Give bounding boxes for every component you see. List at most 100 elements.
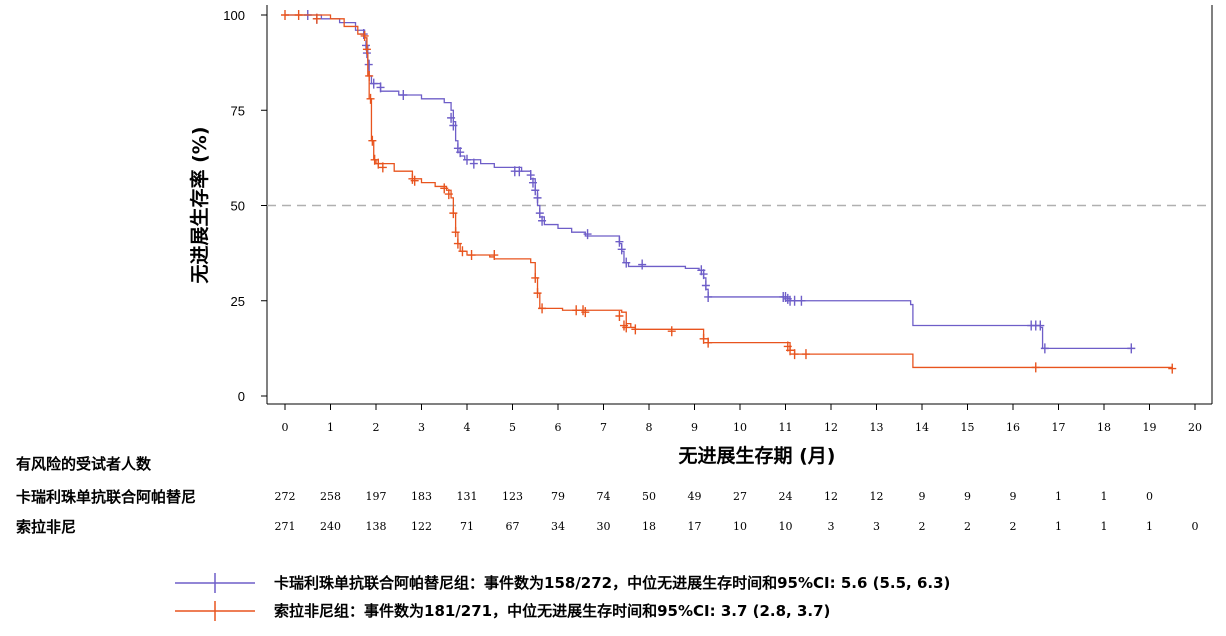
y-tick-label: 50 — [231, 199, 245, 214]
censor-mark — [638, 259, 647, 270]
x-tick-label: 7 — [600, 421, 607, 434]
risk-count: 2 — [1010, 520, 1017, 533]
x-tick-label: 2 — [373, 421, 380, 434]
legend-entry-camrelizumab: 卡瑞利珠单抗联合阿帕替尼组：事件数为158/272，中位无进展生存时间和95%C… — [274, 574, 950, 592]
censor-mark — [581, 307, 590, 318]
risk-count: 1 — [1055, 520, 1062, 533]
censor-mark — [631, 324, 640, 335]
x-tick-label: 16 — [1006, 421, 1020, 434]
x-tick-label: 3 — [418, 421, 425, 434]
risk-count: 49 — [688, 490, 702, 503]
x-tick-label: 15 — [961, 421, 975, 434]
risk-count: 2 — [919, 520, 926, 533]
series-layer — [281, 10, 1177, 374]
censor-mark — [622, 322, 631, 333]
censor-mark — [699, 269, 708, 280]
risk-count: 3 — [873, 520, 880, 533]
risk-count: 1 — [1101, 520, 1108, 533]
censor-mark — [368, 135, 377, 146]
x-tick-label: 4 — [464, 421, 471, 434]
risk-count: 1 — [1055, 490, 1062, 503]
risk-count: 3 — [828, 520, 835, 533]
risk-table: 有风险的受试者人数 卡瑞利珠单抗联合阿帕替尼 索拉非尼 272 258 197 183… — [16, 455, 1199, 536]
risk-count: 258 — [320, 490, 341, 503]
risk-count: 197 — [366, 490, 387, 503]
risk-count: 71 — [460, 520, 474, 533]
risk-count: 138 — [366, 520, 387, 533]
censor-mark — [1127, 343, 1136, 354]
censor-mark — [376, 82, 385, 93]
x-axis: 0 1 2 3 4 5 6 7 8 9 10 11 12 13 14 15 16 17 18 19 20 — [282, 404, 1202, 434]
x-tick-label: 8 — [646, 421, 653, 434]
risk-count: 27 — [733, 490, 747, 503]
legend: 卡瑞利珠单抗联合阿帕替尼组：事件数为158/272，中位无进展生存时间和95%C… — [175, 573, 950, 621]
x-tick-label: 9 — [691, 421, 698, 434]
censor-mark — [365, 70, 374, 81]
legend-symbol-sorafenib — [175, 601, 255, 621]
risk-count: 50 — [642, 490, 656, 503]
x-tick-label: 6 — [555, 421, 562, 434]
censor-mark — [535, 208, 544, 219]
censor-mark — [526, 170, 535, 181]
censor-mark — [667, 326, 676, 337]
risk-count: 79 — [551, 490, 565, 503]
risk-count: 1 — [1146, 520, 1153, 533]
risk-count: 272 — [275, 490, 296, 503]
x-tick-label: 19 — [1143, 421, 1157, 434]
risk-count: 10 — [733, 520, 747, 533]
risk-count: 271 — [275, 520, 296, 533]
risk-count: 67 — [506, 520, 520, 533]
censor-mark — [515, 166, 524, 177]
censor-mark — [583, 229, 592, 240]
censor-mark — [451, 227, 460, 238]
risk-count: 34 — [551, 520, 565, 533]
y-tick-label: 25 — [231, 294, 245, 309]
censor-mark — [294, 10, 303, 20]
risk-count: 123 — [502, 490, 523, 503]
censor-mark — [790, 349, 799, 360]
censor-mark — [467, 250, 476, 261]
x-tick-label: 20 — [1188, 421, 1202, 434]
censor-mark — [1168, 363, 1177, 374]
x-tick-label: 1 — [327, 421, 334, 434]
y-axis-title: 无进展生存率 (%) — [188, 126, 211, 283]
risk-count: 30 — [597, 520, 611, 533]
censor-mark — [490, 250, 499, 261]
censor-mark — [469, 158, 478, 169]
censor-mark — [622, 257, 631, 268]
risk-count: 0 — [1146, 490, 1153, 503]
x-tick-label: 10 — [733, 421, 747, 434]
x-tick-label: 12 — [824, 421, 838, 434]
risk-count: 0 — [1192, 520, 1199, 533]
censor-mark — [538, 303, 547, 314]
censor-mark — [366, 93, 375, 104]
risk-count: 18 — [642, 520, 656, 533]
y-tick-label: 0 — [238, 389, 245, 404]
censor-mark — [463, 154, 471, 165]
risk-count: 240 — [320, 520, 341, 533]
censor-mark — [360, 30, 369, 41]
censor-mark — [531, 185, 540, 196]
censor-mark — [378, 162, 387, 173]
risk-count: 1 — [1101, 490, 1108, 503]
risk-row-label-camrelizumab: 卡瑞利珠单抗联合阿帕替尼 — [16, 488, 196, 506]
risk-counts: 272 258 197 183 131 123 79 74 50 49 27 24 12 12 9 9 9 1 1 0… — [275, 490, 1199, 533]
risk-count: 9 — [919, 490, 926, 503]
risk-count: 10 — [779, 520, 793, 533]
x-tick-label: 18 — [1097, 421, 1111, 434]
censor-mark — [364, 59, 373, 70]
censor-mark — [281, 10, 289, 20]
risk-count: 2 — [964, 520, 971, 533]
y-axis: 0 25 50 75 100 — [223, 8, 267, 404]
risk-row-label-sorafenib: 索拉非尼 — [16, 518, 76, 536]
x-axis-title: 无进展生存期 (月) — [679, 444, 836, 467]
risk-count: 74 — [597, 490, 611, 503]
censor-mark — [374, 158, 383, 169]
censor-mark — [440, 183, 449, 194]
censor-mark — [617, 244, 626, 255]
risk-count: 24 — [779, 490, 793, 503]
x-tick-label: 11 — [779, 421, 793, 434]
risk-table-title: 有风险的受试者人数 — [16, 455, 152, 473]
